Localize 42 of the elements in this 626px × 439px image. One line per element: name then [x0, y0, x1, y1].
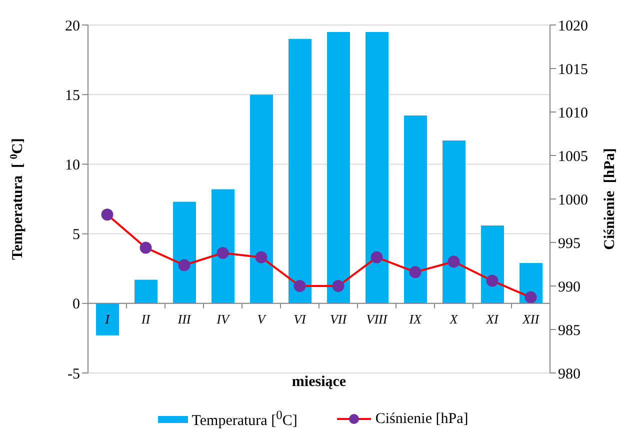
y2-tick-label: 990	[558, 279, 580, 296]
y-tick-label: -5	[68, 366, 80, 382]
bar	[96, 303, 119, 336]
x-tick-label: IX	[408, 311, 422, 326]
y-tick-label: 0	[72, 296, 80, 313]
x-tick-label: X	[448, 311, 459, 326]
y2-tick-label: 980	[558, 366, 580, 382]
y2-tick-label: 1010	[558, 105, 588, 122]
legend-label: Ciśnienie [hPa]	[375, 410, 468, 428]
y-tick-label: 15	[65, 88, 80, 104]
y-tick-label: 10	[65, 158, 80, 174]
bar	[288, 38, 312, 304]
x-tick-label: III	[176, 311, 192, 326]
x-tick-label: V	[257, 311, 268, 326]
x-tick-label: I	[104, 311, 110, 326]
y-tick-label: 5	[72, 227, 80, 244]
y2-tick-label: 1020	[558, 18, 588, 34]
legend-label: Temperatura [$^{0}$C]	[192, 408, 298, 430]
x-tick-label: II	[140, 311, 151, 326]
y2-tick-label: 985	[558, 322, 580, 339]
y2-tick-label: 1000	[558, 192, 588, 208]
bar	[250, 94, 273, 304]
x-tick-label: VI	[294, 311, 307, 326]
y2-tick-label: 995	[558, 236, 580, 252]
bar	[327, 32, 350, 304]
bar	[366, 32, 388, 304]
bar	[212, 189, 234, 304]
y2-axis-title: Ciśnienie [hPa]	[602, 148, 618, 250]
y2-tick-label: 1005	[558, 148, 588, 165]
x-tick-label: XI	[485, 311, 500, 326]
x-tick-label: XII	[521, 311, 540, 326]
bar	[134, 280, 158, 304]
bar	[442, 140, 466, 304]
x-tick-label: VII	[330, 311, 348, 326]
y-tick-label: 20	[65, 18, 80, 34]
bar	[404, 115, 427, 304]
x-tick-label: IV	[216, 311, 231, 326]
y2-tick-label: 1015	[558, 62, 588, 78]
x-axis-title: miesiące	[292, 374, 346, 390]
bar	[173, 202, 196, 304]
x-tick-label: VIII	[366, 311, 388, 326]
bar	[481, 225, 504, 304]
